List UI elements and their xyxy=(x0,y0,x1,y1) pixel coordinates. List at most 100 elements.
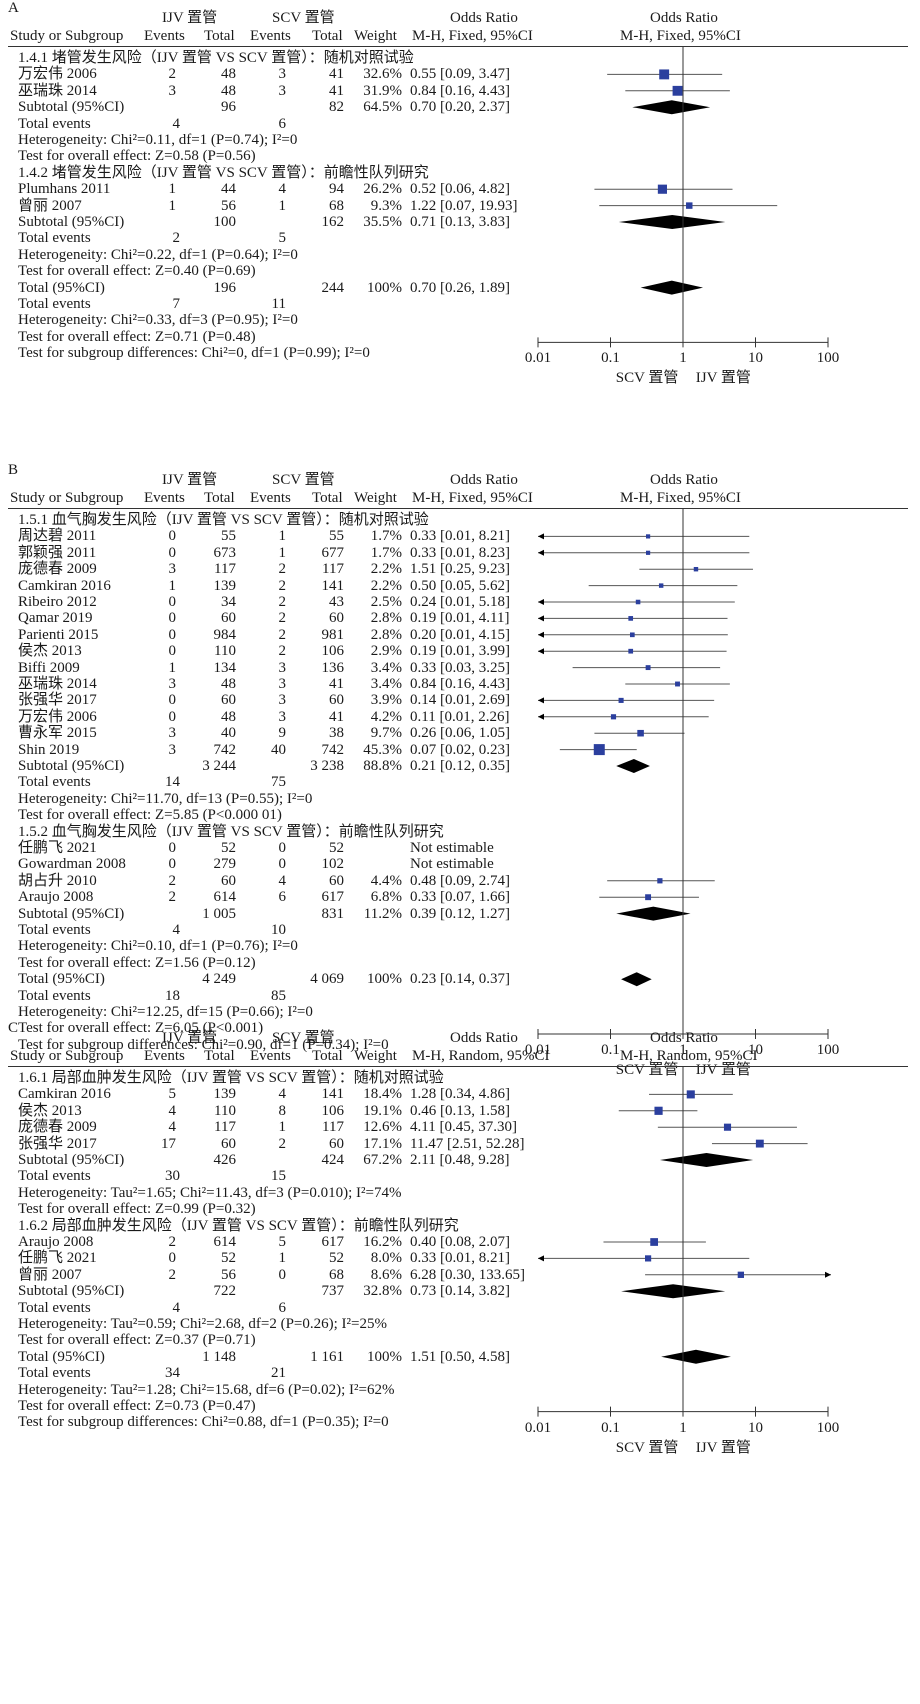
odds-ratio-ci: 0.19 [0.01, 3.99] xyxy=(410,643,510,660)
statistics-text: Heterogeneity: Chi²=0.11, df=1 (P=0.74);… xyxy=(18,132,298,148)
subtotal-label: Total (95%CI) xyxy=(18,1348,105,1365)
study-name: 曾丽 2007 xyxy=(18,1266,82,1283)
events-ijv: 0 xyxy=(168,544,177,561)
total-ijv: 4 249 xyxy=(202,971,236,988)
odds-ratio-ci: 11.47 [2.51, 52.28] xyxy=(410,1135,525,1152)
header-method-right: M-H, Random, 95%CI xyxy=(620,1048,758,1064)
weight: 100% xyxy=(367,971,402,988)
header-or-right: Odds Ratio xyxy=(650,1030,718,1046)
header-method-left: M-H, Random, 95%CI xyxy=(412,1048,550,1064)
study-name: 侯杰 2013 xyxy=(18,1102,82,1119)
statistics-text: Test for overall effect: Z=0.73 (P=0.47) xyxy=(18,1398,256,1414)
study-name: Gowardman 2008 xyxy=(18,856,126,873)
total-scv: 52 xyxy=(329,840,344,856)
statistics-text: Test for subgroup differences: Chi²=0.90… xyxy=(18,1036,389,1053)
study-marker xyxy=(654,1106,663,1115)
statistics-text: Test for overall effect: Z=0.37 (P=0.71) xyxy=(18,1332,256,1349)
header-or-left: Odds Ratio xyxy=(450,472,518,488)
study-marker xyxy=(645,1255,652,1262)
weight: 64.5% xyxy=(363,99,402,116)
study-name: Camkiran 2016 xyxy=(18,1086,111,1103)
weight: 67.2% xyxy=(363,1152,402,1168)
subgroup-heading: 1.4.1 堵管发生风险（IJV 置管 VS SCV 置管）：随机对照试验 xyxy=(18,50,414,66)
events-scv: 10 xyxy=(271,922,286,938)
total-events-label: Total events xyxy=(18,1365,91,1382)
study-name: 庞德春 2009 xyxy=(18,561,97,578)
forest-panel-c: C IJV 置管 SCV 置管 Odds Ratio Odds Ratio Study o… xyxy=(0,1020,920,1531)
total-events-label: Total events xyxy=(18,922,91,938)
events-scv: 3 xyxy=(278,659,287,676)
total-scv: 41 xyxy=(329,676,344,692)
pooled-diamond xyxy=(618,215,726,229)
total-scv: 617 xyxy=(321,1234,345,1250)
subgroup-heading: 1.6.1 局部血肿发生风险（IJV 置管 VS SCV 置管）：随机对照试验 xyxy=(18,1070,444,1086)
events-ijv: 0 xyxy=(168,594,177,610)
header-events-scv: Events xyxy=(250,1048,291,1064)
odds-ratio-ci: 0.21 [0.12, 0.35] xyxy=(410,758,510,774)
favours-left-label: SCV 置管 xyxy=(615,1439,679,1456)
odds-ratio-ci: 0.33 [0.03, 3.25] xyxy=(410,659,510,676)
statistics-text: Heterogeneity: Chi²=11.70, df=13 (P=0.55… xyxy=(18,790,313,807)
study-name: Ribeiro 2012 xyxy=(18,594,97,610)
total-ijv: 673 xyxy=(213,544,237,561)
total-scv: 52 xyxy=(329,1250,344,1267)
odds-ratio-ci: 6.28 [0.30, 133.65] xyxy=(410,1266,525,1283)
study-name: 曾丽 2007 xyxy=(18,197,82,214)
total-scv: 1 161 xyxy=(310,1348,344,1365)
subgroup-heading: 1.5.1 血气胸发生风险（IJV 置管 VS SCV 置管）：随机对照试验 xyxy=(18,512,429,528)
total-events-label: Total events xyxy=(18,774,91,791)
header-scv: SCV 置管 xyxy=(272,472,335,488)
header-weight: Weight xyxy=(354,490,397,506)
study-marker xyxy=(672,85,683,96)
panel-letter: A xyxy=(8,0,19,16)
ci-arrow-left xyxy=(538,697,544,704)
ci-arrow-right xyxy=(825,1271,832,1278)
events-ijv: 17 xyxy=(161,1135,176,1152)
events-ijv: 3 xyxy=(168,741,177,758)
study-name: Camkiran 2016 xyxy=(18,577,111,594)
total-scv: 41 xyxy=(329,66,344,83)
statistics-text: Test for subgroup differences: Chi²=0, d… xyxy=(18,345,370,362)
total-ijv: 110 xyxy=(214,643,236,660)
header-study: Study or Subgroup xyxy=(10,1048,124,1064)
events-ijv: 0 xyxy=(168,692,177,709)
study-name: 庞德春 2009 xyxy=(18,1119,97,1136)
total-events-label: Total events xyxy=(18,230,91,247)
header-events-scv: Events xyxy=(250,28,291,44)
events-scv: 21 xyxy=(271,1365,286,1382)
odds-ratio-ci: 0.33 [0.01, 8.21] xyxy=(410,1250,510,1267)
total-scv: 981 xyxy=(321,626,345,643)
x-tick-label: 0.1 xyxy=(601,350,620,367)
weight: 12.6% xyxy=(363,1119,402,1136)
header-method-left: M-H, Fixed, 95%CI xyxy=(412,490,533,506)
header-ijv: IJV 置管 xyxy=(162,10,218,26)
events-scv: 0 xyxy=(278,1266,287,1283)
header-method-right: M-H, Fixed, 95%CI xyxy=(620,490,741,506)
x-tick-label: 0.01 xyxy=(524,1419,552,1436)
odds-ratio-ci: 0.20 [0.01, 4.15] xyxy=(410,626,510,643)
study-marker xyxy=(610,714,617,720)
statistics-text: Test for overall effect: Z=1.56 (P=0.12) xyxy=(18,954,256,971)
pooled-diamond xyxy=(616,906,691,921)
weight: 9.7% xyxy=(370,725,402,742)
odds-ratio-ci: 0.26 [0.06, 1.05] xyxy=(410,725,510,742)
total-ijv: 139 xyxy=(213,1086,237,1103)
study-marker xyxy=(657,878,663,884)
total-scv: 102 xyxy=(321,856,345,873)
study-name: 张强华 2017 xyxy=(18,692,97,709)
study-marker xyxy=(628,648,634,654)
ci-arrow-left xyxy=(538,1255,544,1262)
events-scv: 2 xyxy=(278,626,287,643)
odds-ratio-ci: 0.23 [0.14, 0.37] xyxy=(410,971,510,988)
x-tick-label: 10 xyxy=(748,1042,763,1058)
subgroup-heading: 1.6.2 局部血肿发生风险（IJV 置管 VS SCV 置管）：前瞻性队列研究 xyxy=(18,1217,459,1234)
total-ijv: 100 xyxy=(213,214,237,230)
events-ijv: 7 xyxy=(172,296,181,312)
study-name: 郭颖强 2011 xyxy=(18,544,97,561)
events-scv: 75 xyxy=(271,774,286,791)
header-weight: Weight xyxy=(354,28,397,44)
header-study: Study or Subgroup xyxy=(10,490,124,506)
odds-ratio-ci: 0.11 [0.01, 2.26] xyxy=(410,708,510,725)
study-marker xyxy=(635,599,641,605)
events-scv: 2 xyxy=(278,610,287,627)
